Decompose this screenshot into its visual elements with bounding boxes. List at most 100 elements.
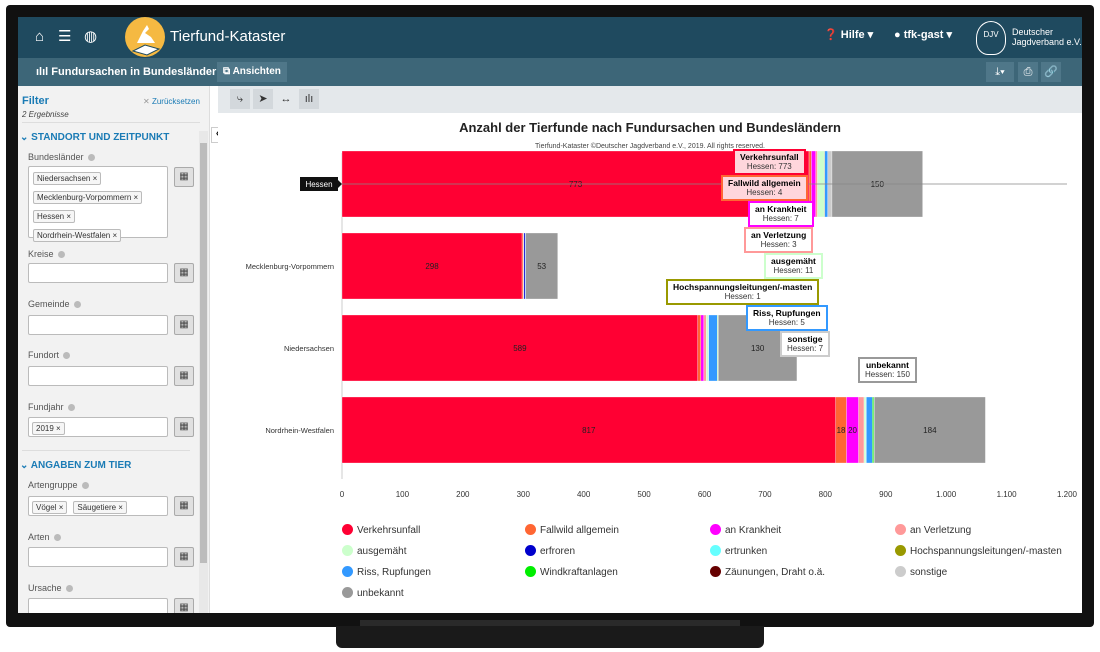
table-picker-icon[interactable]: ▦ xyxy=(174,263,194,283)
tag-chip[interactable]: Nordrhein-Westfalen × xyxy=(33,229,122,242)
legend-item[interactable]: erfroren xyxy=(525,545,575,557)
legend-item[interactable]: Windkraftanlagen xyxy=(525,566,618,578)
bar-chart-icon: ılıl xyxy=(36,66,49,78)
tag-chip[interactable]: Niedersachsen × xyxy=(33,172,102,185)
tooltip: Fallwild allgemein Hessen: 4 xyxy=(721,175,808,201)
tooltip-value: Hessen: 773 xyxy=(746,162,792,171)
legend-label: sonstige xyxy=(910,567,948,578)
table-picker-icon[interactable]: ▦ xyxy=(174,167,194,187)
y-tick-label: Niedersachsen xyxy=(284,344,334,353)
legend-item[interactable]: an Krankheit xyxy=(710,524,781,536)
tag-chip[interactable]: Hessen × xyxy=(33,210,76,223)
tooltip: Verkehrsunfall Hessen: 773 xyxy=(733,149,806,175)
legend-swatch-icon xyxy=(895,545,906,556)
chart-panel: ⤷ ➤ ↔ ılı Anzahl der Tierfunde nach Fund… xyxy=(218,86,1082,613)
app-logo[interactable] xyxy=(125,17,165,57)
legend-item[interactable]: ausgemäht xyxy=(342,545,406,557)
legend-item[interactable]: unbekannt xyxy=(342,587,404,599)
legend-label: Hochspannungsleitungen/-masten xyxy=(910,546,1062,557)
table-picker-icon[interactable]: ▦ xyxy=(174,366,194,386)
windows-icon: ⧉ xyxy=(223,66,231,77)
legend-item[interactable]: an Verletzung xyxy=(895,524,971,536)
artengruppe-input[interactable]: Vögel × Säugetiere × xyxy=(28,496,168,516)
home-icon[interactable]: ⌂ xyxy=(35,28,45,45)
globe-icon[interactable]: ◍ xyxy=(84,28,98,45)
table-picker-icon[interactable]: ▦ xyxy=(174,547,194,567)
swap-axes-icon[interactable]: ⤷ xyxy=(230,89,250,109)
table-picker-icon[interactable]: ▦ xyxy=(174,598,194,613)
table-picker-icon[interactable]: ▦ xyxy=(174,496,194,516)
top-header: ⌂ ☰ ◍ Tierfund-Kataster ❓ Hilfe ▾ ● tfk-… xyxy=(18,17,1082,58)
tag-chip[interactable]: Vögel × xyxy=(32,501,68,514)
legend-item[interactable]: Riss, Rupfungen xyxy=(342,566,431,578)
section-standort[interactable]: ⌄ STANDORT UND ZEITPUNKT xyxy=(20,132,170,143)
bar-segment xyxy=(697,314,702,382)
expand-chart-icon[interactable]: ↔ xyxy=(280,93,292,105)
tooltip-value: Hessen: 11 xyxy=(773,266,814,275)
legend-item[interactable]: ertrunken xyxy=(710,545,767,557)
data-label: 589 xyxy=(513,344,527,353)
x-tick-label: 1.100 xyxy=(997,490,1018,499)
monitor-stand xyxy=(336,626,764,648)
legend-item[interactable]: sonstige xyxy=(895,566,947,578)
kreise-input[interactable] xyxy=(28,263,168,283)
help-label: Hilfe xyxy=(840,29,865,41)
tag-label: Nordrhein-Westfalen xyxy=(37,231,111,240)
user-label: tfk-gast xyxy=(903,29,944,41)
bar-segment xyxy=(706,314,709,382)
y-tick-label: Nordrhein-Westfalen xyxy=(265,426,334,435)
menu-icon[interactable]: ☰ xyxy=(58,28,72,45)
print-icon[interactable]: ⎙ xyxy=(1018,62,1038,82)
data-label: 20 xyxy=(848,426,857,435)
org-name-line2: Jagdverband e.V. xyxy=(1012,37,1082,47)
djv-logo-text: DJV xyxy=(983,30,999,39)
bundeslaender-input[interactable]: Niedersachsen × Mecklenburg-Vorpommern ×… xyxy=(28,166,168,242)
legend-item[interactable]: Zäunungen, Draht o.ä. xyxy=(710,566,825,578)
help-menu[interactable]: ❓ Hilfe ▾ xyxy=(824,29,874,41)
arten-input[interactable] xyxy=(28,547,168,567)
table-picker-icon[interactable]: ▦ xyxy=(174,315,194,335)
ursache-input[interactable] xyxy=(28,598,168,613)
views-label: Ansichten xyxy=(232,66,281,77)
views-button[interactable]: ⧉ Ansichten xyxy=(217,62,287,82)
legend-label: an Verletzung xyxy=(910,525,972,536)
tooltip-value: Hessen: 3 xyxy=(760,240,797,249)
legend-item[interactable]: Fallwild allgemein xyxy=(525,524,619,536)
pointer-info-icon[interactable]: ➤ xyxy=(253,89,273,109)
tag-chip[interactable]: Mecklenburg-Vorpommern × xyxy=(33,191,143,204)
chart-toolbar: ⤷ ➤ ↔ ılı xyxy=(218,86,1082,113)
tag-chip[interactable]: Säugetiere × xyxy=(73,501,127,514)
tooltip-value: Hessen: 7 xyxy=(762,214,799,223)
x-tick-label: 0 xyxy=(340,490,345,499)
bar-segment xyxy=(858,396,865,464)
bar-chart-icon[interactable]: ılı xyxy=(299,89,319,109)
link-icon[interactable]: 🔗 xyxy=(1041,62,1061,82)
scrollbar-thumb[interactable] xyxy=(200,143,207,563)
legend-swatch-icon xyxy=(342,524,353,535)
scrollbar[interactable] xyxy=(199,131,208,613)
gemeinde-input[interactable] xyxy=(28,315,168,335)
x-tick-label: 1.000 xyxy=(936,490,957,499)
legend-swatch-icon xyxy=(710,566,721,577)
legend-item[interactable]: Hochspannungsleitungen/-masten xyxy=(895,545,1062,557)
tag-label: Säugetiere xyxy=(77,503,117,512)
legend-swatch-icon xyxy=(525,524,536,535)
legend-swatch-icon xyxy=(895,566,906,577)
download-button[interactable]: ⤓▾ xyxy=(986,62,1014,82)
data-label: 18 xyxy=(837,426,846,435)
tooltip-value: Hessen: 7 xyxy=(787,344,824,353)
tooltip: unbekannt Hessen: 150 xyxy=(858,357,917,383)
reset-label: Zurücksetzen xyxy=(151,97,200,106)
table-picker-icon[interactable]: ▦ xyxy=(174,417,194,437)
section-tier[interactable]: ⌄ ANGABEN ZUM TIER xyxy=(20,460,132,471)
tooltip-title: Hochspannungsleitungen/-masten xyxy=(673,282,813,292)
tooltip: Hochspannungsleitungen/-masten Hessen: 1 xyxy=(666,279,820,305)
reset-button[interactable]: ✕ Zurücksetzen xyxy=(143,97,200,106)
close-icon: ✕ xyxy=(143,97,150,106)
legend-item[interactable]: Verkehrsunfall xyxy=(342,524,420,536)
tooltip: sonstige Hessen: 7 xyxy=(780,331,831,357)
fundort-input[interactable] xyxy=(28,366,168,386)
fundjahr-input[interactable]: 2019 × xyxy=(28,417,168,437)
user-menu[interactable]: ● tfk-gast ▾ xyxy=(894,29,953,41)
tag-chip[interactable]: 2019 × xyxy=(32,422,65,435)
